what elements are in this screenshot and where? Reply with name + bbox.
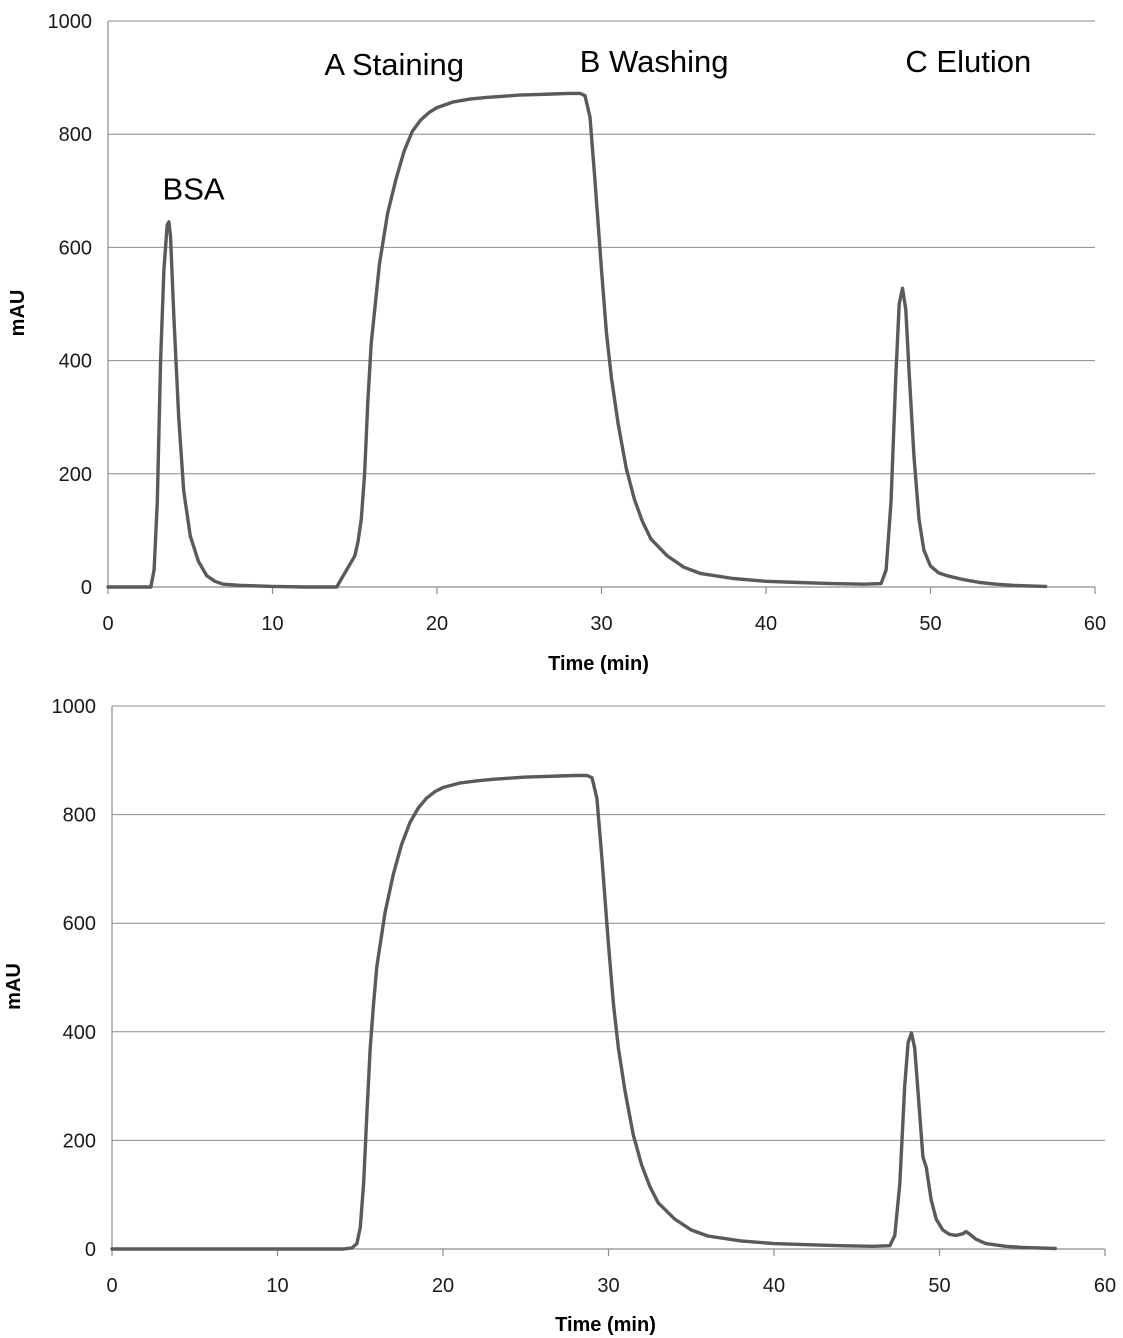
x-tick-label: 20 (432, 1275, 454, 1297)
annotation-label: BSA (163, 171, 225, 206)
y-axis-title: mAU (3, 963, 25, 1010)
series-line-1 (106, 91, 1048, 589)
x-tick-label: 50 (928, 1275, 950, 1297)
x-axis-title: Time (min) (555, 1314, 656, 1336)
x-tick-label: 40 (755, 613, 777, 635)
x-tick-label: 0 (102, 613, 113, 635)
y-tick-label: 800 (63, 805, 96, 827)
y-tick-label: 800 (59, 124, 92, 146)
y-axis-title: mAU (7, 290, 29, 337)
x-axis-title: Time (min) (548, 653, 649, 675)
x-tick-label: 0 (106, 1275, 117, 1297)
y-tick-label: 1000 (52, 696, 97, 718)
y-tick-label: 0 (85, 1239, 96, 1261)
y-tick-label: 400 (63, 1022, 96, 1044)
x-tick-label: 50 (919, 613, 941, 635)
chart-panel-2: 0 200 400 600 800 1000 0 10 20 30 40 50 60 Time (min)… (3, 696, 1116, 1336)
series-line-1 (110, 773, 1058, 1251)
x-tick-label: 60 (1094, 1275, 1116, 1297)
x-tick-label: 60 (1084, 613, 1106, 635)
y-tick-label: 0 (81, 577, 92, 599)
annotation-label: C Elution (905, 44, 1031, 79)
x-tick-label: 30 (597, 1275, 619, 1297)
annotation-label: B Washing (580, 44, 729, 79)
y-tick-label: 600 (59, 237, 92, 259)
x-tick-label: 40 (763, 1275, 785, 1297)
y-tick-label: 1000 (48, 11, 93, 33)
y-tick-label: 400 (59, 351, 92, 373)
x-tick-label: 20 (426, 613, 448, 635)
y-tick-label: 200 (59, 464, 92, 486)
x-tick-label: 30 (590, 613, 612, 635)
y-tick-label: 600 (63, 913, 96, 935)
x-tick-label: 10 (266, 1275, 288, 1297)
annotation-label: A Staining (324, 47, 464, 82)
x-tick-label: 10 (261, 613, 283, 635)
chart-panel-1: 0 200 400 600 800 1000 0 10 20 30 40 50 60 Time (min)… (7, 11, 1106, 675)
y-tick-label: 200 (63, 1130, 96, 1152)
